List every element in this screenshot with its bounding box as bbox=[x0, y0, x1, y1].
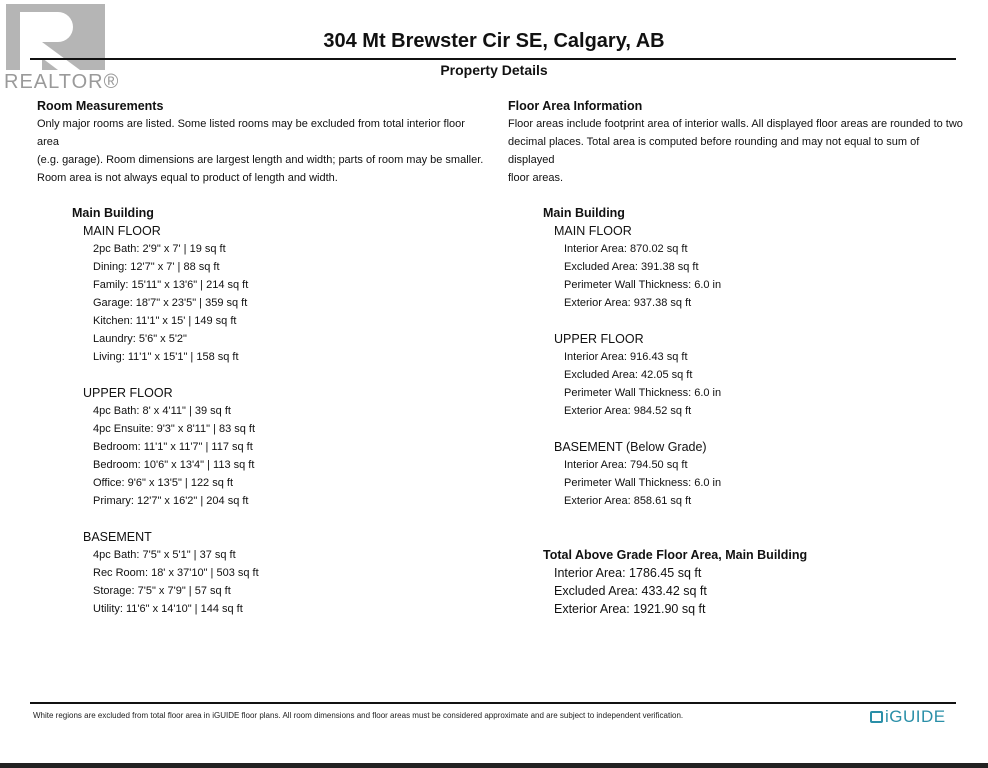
list-item: Rec Room: 18' x 37'10" | 503 sq ft bbox=[93, 567, 259, 579]
total-item: Excluded Area: 433.42 sq ft bbox=[554, 584, 707, 598]
floor-area-column: Floor Area Information Floor areas inclu… bbox=[508, 97, 968, 618]
iguide-icon bbox=[870, 711, 883, 723]
list-item: Utility: 11'6" x 14'10" | 144 sq ft bbox=[93, 603, 243, 615]
total-heading: Total Above Grade Floor Area, Main Build… bbox=[543, 548, 808, 562]
total-item: Exterior Area: 1921.90 sq ft bbox=[554, 602, 706, 616]
floor-heading: MAIN FLOOR bbox=[83, 224, 161, 238]
total-item: Interior Area: 1786.45 sq ft bbox=[554, 566, 702, 580]
list-item: Exterior Area: 984.52 sq ft bbox=[564, 405, 692, 417]
list-item: Dining: 12'7" x 7' | 88 sq ft bbox=[93, 261, 220, 273]
list-item: Excluded Area: 391.38 sq ft bbox=[564, 261, 699, 273]
page-subtitle: Property Details bbox=[440, 62, 548, 78]
floor-heading: UPPER FLOOR bbox=[554, 332, 644, 346]
list-item: Perimeter Wall Thickness: 6.0 in bbox=[564, 279, 722, 291]
building-heading: Main Building bbox=[543, 206, 625, 220]
para-line: Room area is not always equal to product… bbox=[37, 172, 338, 184]
page-title: 304 Mt Brewster Cir SE, Calgary, AB bbox=[323, 30, 665, 52]
list-item: Storage: 7'5" x 7'9" | 57 sq ft bbox=[93, 585, 231, 597]
list-item: Exterior Area: 937.38 sq ft bbox=[564, 297, 692, 309]
list-item: Laundry: 5'6" x 5'2" bbox=[93, 333, 187, 345]
list-item: 4pc Bath: 7'5" x 5'1" | 37 sq ft bbox=[93, 549, 236, 561]
list-item: Perimeter Wall Thickness: 6.0 in bbox=[564, 387, 722, 399]
list-item: 4pc Ensuite: 9'3" x 8'11" | 83 sq ft bbox=[93, 423, 256, 435]
floor-heading: MAIN FLOOR bbox=[554, 224, 632, 238]
footer-divider bbox=[30, 702, 956, 704]
section-heading: Room Measurements bbox=[37, 99, 164, 113]
footer-note: White regions are excluded from total fl… bbox=[33, 711, 684, 720]
para-line: Only major rooms are listed. Some listed… bbox=[37, 118, 465, 148]
floor-heading: BASEMENT (Below Grade) bbox=[554, 440, 707, 454]
para-line: decimal places. Total area is computed b… bbox=[508, 136, 920, 166]
list-item: Interior Area: 916.43 sq ft bbox=[564, 351, 688, 363]
room-measurements-column: Room Measurements Only major rooms are l… bbox=[37, 97, 487, 618]
list-item: 4pc Bath: 8' x 4'11" | 39 sq ft bbox=[93, 405, 231, 417]
list-item: Bedroom: 10'6" x 13'4" | 113 sq ft bbox=[93, 459, 255, 471]
list-item: Interior Area: 870.02 sq ft bbox=[564, 243, 688, 255]
list-item: Excluded Area: 42.05 sq ft bbox=[564, 369, 693, 381]
list-item: Family: 15'11" x 13'6" | 214 sq ft bbox=[93, 279, 249, 291]
list-item: Primary: 12'7" x 16'2" | 204 sq ft bbox=[93, 495, 249, 507]
title-divider bbox=[30, 58, 956, 60]
list-item: Exterior Area: 858.61 sq ft bbox=[564, 495, 692, 507]
bottom-bar bbox=[0, 763, 988, 768]
para-line: (e.g. garage). Room dimensions are large… bbox=[37, 154, 484, 166]
list-item: Bedroom: 11'1" x 11'7" | 117 sq ft bbox=[93, 441, 253, 453]
list-item: Perimeter Wall Thickness: 6.0 in bbox=[564, 477, 722, 489]
list-item: Kitchen: 11'1" x 15' | 149 sq ft bbox=[93, 315, 237, 327]
building-heading: Main Building bbox=[72, 206, 154, 220]
floor-heading: BASEMENT bbox=[83, 530, 152, 544]
list-item: Interior Area: 794.50 sq ft bbox=[564, 459, 688, 471]
list-item: Living: 11'1" x 15'1" | 158 sq ft bbox=[93, 351, 239, 363]
iguide-logo: iGUIDE bbox=[870, 707, 946, 727]
list-item: 2pc Bath: 2'9" x 7' | 19 sq ft bbox=[93, 243, 226, 255]
floor-heading: UPPER FLOOR bbox=[83, 386, 173, 400]
iguide-brand: iGUIDE bbox=[885, 707, 946, 726]
para-line: Floor areas include footprint area of in… bbox=[508, 118, 963, 130]
para-line: floor areas. bbox=[508, 172, 564, 184]
section-heading: Floor Area Information bbox=[508, 99, 643, 113]
list-item: Office: 9'6" x 13'5" | 122 sq ft bbox=[93, 477, 234, 489]
list-item: Garage: 18'7" x 23'5" | 359 sq ft bbox=[93, 297, 248, 309]
realtor-watermark: REALTOR® bbox=[4, 71, 120, 93]
